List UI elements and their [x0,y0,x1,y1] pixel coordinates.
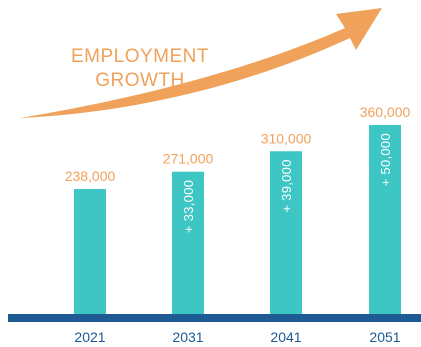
value-label-2041: 310,000 [261,130,312,146]
delta-label-2041: + 39,000 [279,159,294,212]
baseline-bar [8,314,421,322]
bar-2041 [270,151,302,314]
year-label-2051: 2051 [369,329,400,345]
delta-label-2051: + 50,000 [378,133,393,186]
value-label-2051: 360,000 [360,104,411,120]
chart-title-line-1: EMPLOYMENT [71,46,209,67]
labels-group: 238,000 2021 271,000 2031 + 33,000 310,000 204… [65,104,411,345]
year-label-2031: 2031 [172,329,203,345]
bar-2031 [172,171,204,314]
chart-title-line-2: GROWTH [95,70,185,91]
delta-label-2031: + 33,000 [181,180,196,233]
year-label-2021: 2021 [74,329,105,345]
bar-2051 [369,125,401,314]
bar-2021 [74,189,106,314]
value-label-2021: 238,000 [65,168,116,184]
bars-group [74,125,401,314]
growth-arrow-icon [20,8,382,118]
value-label-2031: 271,000 [163,151,214,167]
year-label-2041: 2041 [270,329,301,345]
